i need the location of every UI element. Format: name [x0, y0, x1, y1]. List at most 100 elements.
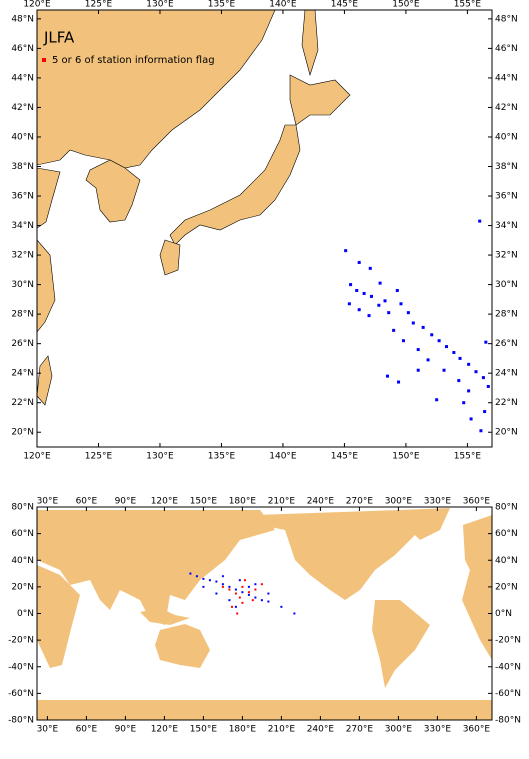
- y-tick-label: 44°N: [11, 73, 34, 83]
- station-point: [238, 596, 241, 599]
- station-point: [387, 311, 391, 315]
- y-tick-label: 30°N: [495, 280, 518, 290]
- y-tick-label: 42°N: [11, 103, 34, 113]
- station-point: [244, 579, 246, 582]
- x-tick-label: 150°E: [392, 452, 420, 462]
- x-tick-label: 30°E: [37, 497, 59, 507]
- station-point: [293, 612, 296, 615]
- station-point: [228, 588, 231, 591]
- station-point: [395, 289, 399, 293]
- x-tick-label: 150°E: [392, 0, 420, 10]
- x-tick-label: 240°E: [307, 725, 335, 735]
- station-point: [236, 612, 239, 615]
- y-tick-label: 30°N: [11, 280, 34, 290]
- y-tick-label: 80°N: [495, 503, 518, 513]
- y-tick-label: 36°N: [11, 192, 34, 202]
- y-tick-label: 20°N: [11, 428, 34, 438]
- station-point: [483, 410, 487, 414]
- y-tick-label: 32°N: [11, 251, 34, 261]
- x-tick-label: 120°E: [151, 497, 179, 507]
- station-point: [241, 591, 244, 594]
- station-point: [202, 585, 205, 588]
- y-tick-label: 60°N: [495, 529, 518, 539]
- station-point: [357, 308, 361, 312]
- station-point: [442, 368, 446, 372]
- y-tick-label: -60°N: [8, 689, 34, 699]
- station-point: [267, 592, 270, 595]
- legend-marker: [42, 58, 46, 62]
- x-tick-label: 360°E: [463, 725, 491, 735]
- station-point: [208, 579, 211, 582]
- station-point: [234, 592, 237, 595]
- y-tick-label: 34°N: [495, 221, 518, 231]
- y-tick-label: 36°N: [495, 192, 518, 202]
- x-tick-label: 90°E: [115, 497, 137, 507]
- station-point: [202, 577, 205, 580]
- y-tick-label: 38°N: [495, 162, 518, 172]
- station-point: [426, 358, 430, 362]
- x-tick-label: 125°E: [85, 452, 113, 462]
- x-tick-label: 150°E: [190, 725, 218, 735]
- y-tick-label: -20°N: [8, 636, 34, 646]
- x-tick-label: 125°E: [85, 0, 113, 10]
- station-point: [397, 380, 401, 384]
- x-tick-label: 210°E: [268, 497, 296, 507]
- station-point: [411, 321, 415, 325]
- station-point: [195, 575, 198, 578]
- station-point: [234, 605, 237, 608]
- y-tick-label: 46°N: [11, 44, 34, 54]
- station-point: [469, 417, 473, 421]
- station-point: [221, 575, 224, 578]
- y-tick-label: -60°N: [495, 689, 521, 699]
- station-point: [416, 368, 420, 372]
- land-world: [37, 508, 492, 720]
- y-tick-label: 32°N: [495, 251, 518, 261]
- x-tick-label: 130°E: [146, 0, 174, 10]
- station-point: [215, 580, 218, 583]
- y-tick-label: 48°N: [11, 14, 34, 24]
- y-tick-label: 42°N: [495, 103, 518, 113]
- y-tick-label: 40°N: [495, 132, 518, 142]
- y-tick-label: 40°N: [11, 132, 34, 142]
- y-tick-label: 24°N: [11, 369, 34, 379]
- station-point: [221, 583, 224, 586]
- x-tick-label: 120°E: [23, 0, 51, 10]
- y-tick-label: -80°N: [495, 716, 521, 726]
- y-tick-label: 20°N: [495, 582, 518, 592]
- station-point: [458, 356, 462, 360]
- y-tick-label: 46°N: [495, 44, 518, 54]
- station-point: [486, 384, 490, 388]
- x-tick-label: 155°E: [454, 452, 482, 462]
- land-top: [37, 10, 351, 406]
- station-point: [401, 339, 405, 343]
- station-point: [349, 283, 353, 287]
- station-point: [406, 311, 410, 315]
- station-point: [355, 289, 359, 293]
- x-tick-label: 150°E: [190, 497, 218, 507]
- station-point: [452, 351, 456, 355]
- x-tick-label: 330°E: [424, 725, 452, 735]
- x-tick-label: 145°E: [331, 452, 359, 462]
- y-tick-label: 48°N: [495, 14, 518, 24]
- y-tick-label: 22°N: [11, 398, 34, 408]
- station-point: [254, 583, 257, 586]
- station-point: [254, 596, 257, 599]
- station-point: [369, 294, 373, 298]
- station-point: [347, 302, 351, 306]
- x-tick-label: 135°E: [208, 0, 236, 10]
- x-tick-label: 210°E: [268, 725, 296, 735]
- y-tick-label: 34°N: [11, 221, 34, 231]
- x-tick-label: 145°E: [331, 0, 359, 10]
- station-point: [247, 585, 250, 588]
- station-point: [479, 429, 483, 433]
- station-point: [399, 302, 403, 306]
- y-tick-label: -20°N: [495, 636, 521, 646]
- y-tick-label: 0°N: [495, 609, 512, 619]
- station-point: [189, 572, 192, 575]
- x-tick-label: 155°E: [454, 0, 482, 10]
- station-point: [267, 600, 270, 603]
- y-tick-label: 22°N: [495, 398, 518, 408]
- station-point: [231, 605, 233, 608]
- station-point: [462, 401, 466, 405]
